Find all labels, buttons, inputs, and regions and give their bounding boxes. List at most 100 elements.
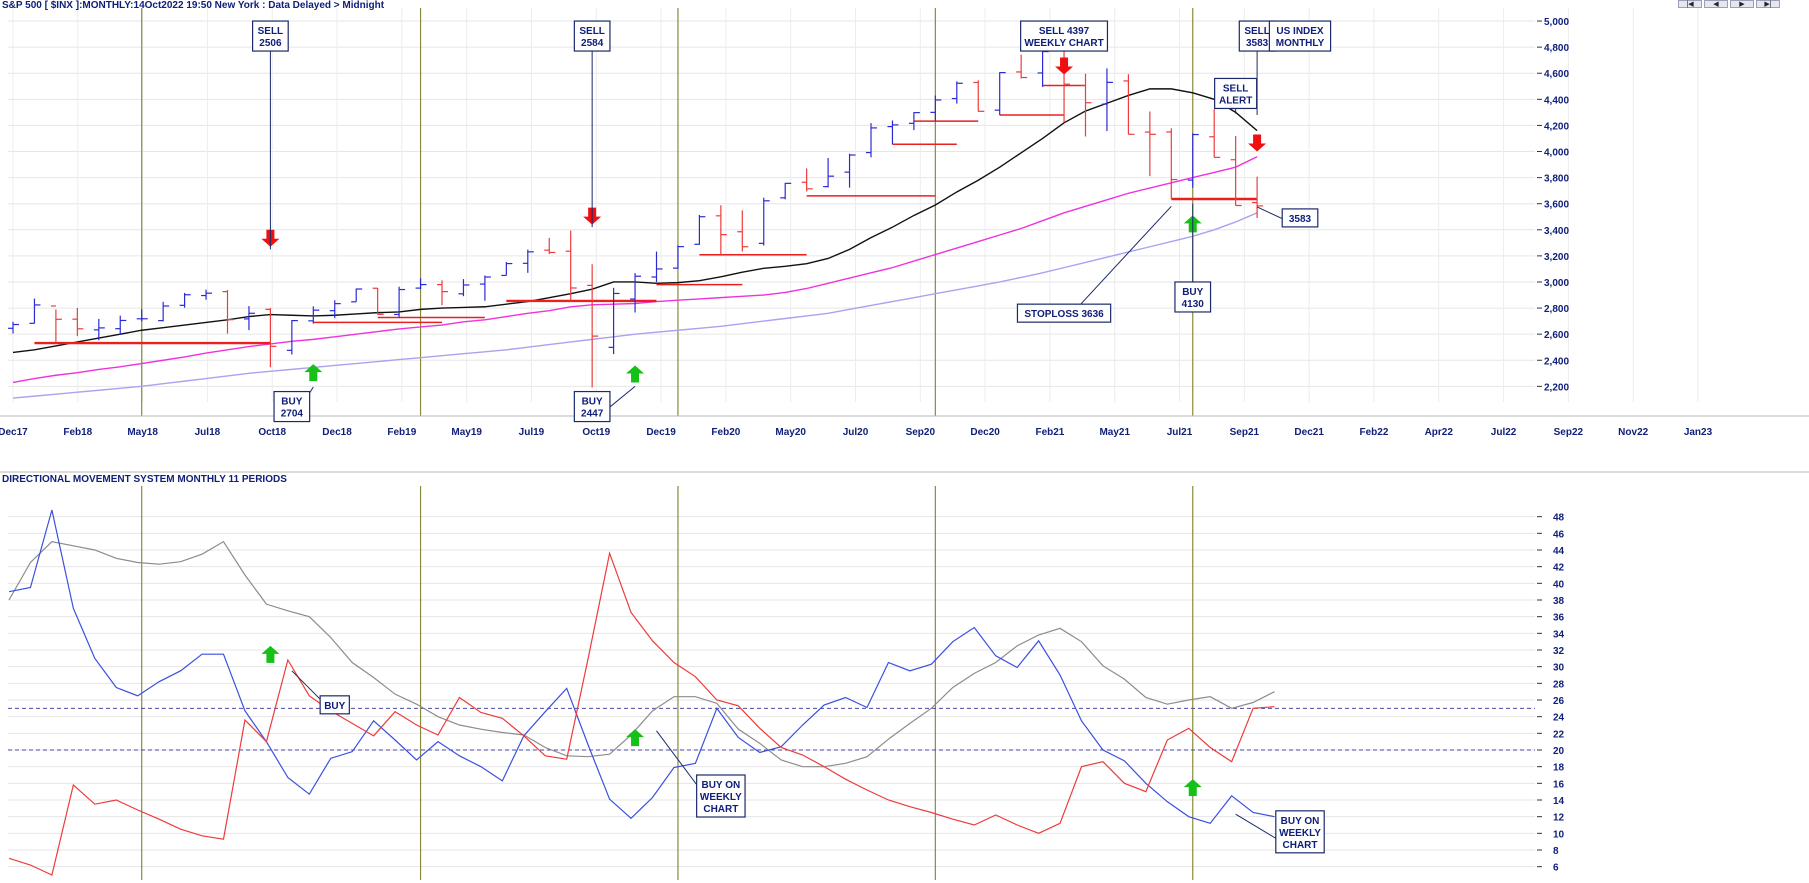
annotation-box-text: SELL [1223,83,1249,94]
annotation-box-text: CHART [1283,840,1318,851]
price-y-tick-label: 2,600 [1544,330,1569,341]
annotation-box-text: BUY ON [701,780,740,791]
price-x-tick-label: Sep21 [1230,427,1260,438]
ohlc-bar [29,298,41,324]
annotation-box-text: WEEKLY CHART [1024,38,1103,49]
annotation-box-frame [1020,20,1109,52]
annotation-box: 3583 [1256,206,1319,228]
ohlc-bar [1166,128,1178,199]
annotation-box-text: 3583 [1289,214,1312,225]
annotation-box-text: 4130 [1182,299,1205,310]
annotation-box-text: 2506 [259,38,282,49]
price-y-tick-label: 4,400 [1544,95,1569,106]
ohlc-bar [243,306,255,331]
ohlc-bar [286,319,298,355]
annotation-box-text: WEEKLY [1279,828,1321,839]
ohlc-bar [565,230,577,301]
dmi-y-tick-label: 14 [1553,796,1565,807]
price-x-tick-label: Jan23 [1684,427,1713,438]
nav-first-button[interactable]: |◀ [1678,0,1702,8]
dmi-series-red [8,551,1275,876]
price-x-tick-label: Jul20 [843,427,869,438]
price-x-tick-label: Dec17 [0,427,28,438]
nav-last-button[interactable]: ▶| [1756,0,1780,8]
chart-title: S&P 500 [ $INX ]:MONTHLY:14Oct2022 19:50… [2,0,385,11]
price-x-tick-label: Feb22 [1360,427,1389,438]
price-x-tick-label: Feb19 [387,427,416,438]
annotation-box-text: 2584 [581,38,604,49]
annotation-box-frame [1281,208,1319,228]
dmi-y-tick-label: 28 [1553,679,1565,690]
annotation-box: BUY [291,670,350,715]
price-y-tick-label: 3,600 [1544,200,1569,211]
ohlc-bar [930,95,942,122]
price-x-tick-label: Feb20 [711,427,740,438]
annotation-box-text: CHART [703,804,738,815]
annotation-box-frame [1174,281,1212,313]
price-y-tick-label: 3,800 [1544,174,1569,185]
dmi-y-tick-label: 38 [1553,596,1565,607]
annotation-box-text: 2704 [281,409,304,420]
price-x-tick-label: Jul18 [195,427,221,438]
annotation-box-frame [319,695,350,715]
ohlc-bar [608,287,620,355]
ohlc-bar [1037,46,1049,87]
sell-arrow-icon [1055,57,1074,75]
ohlc-bar [201,289,213,300]
dmi-y-tick-label: 12 [1553,813,1565,824]
annotation-box-text: BUY [582,397,603,408]
annotation-box-text: BUY ON [1281,816,1320,827]
ohlc-bar [394,286,406,318]
nav-prev-button[interactable]: ◀ [1704,0,1728,8]
ohlc-bar [715,205,727,255]
price-x-tick-label: Oct19 [582,427,610,438]
price-x-tick-label: Nov22 [1618,427,1648,438]
dmi-y-tick-label: 34 [1553,629,1565,640]
ohlc-bar [351,288,363,303]
ohlc-bar [844,153,856,188]
ohlc-bar [1059,44,1071,123]
price-x-tick-label: Dec19 [646,427,676,438]
dmi-y-tick-label: 36 [1553,613,1565,624]
ohlc-bar [501,261,513,277]
ohlc-bar [93,318,105,341]
nav-next-button[interactable]: ▶ [1730,0,1754,8]
buy-arrow-icon [304,364,323,382]
price-x-tick-label: Dec21 [1294,427,1324,438]
price-x-tick-label: Apr22 [1425,427,1454,438]
price-x-tick-label: May19 [451,427,482,438]
ohlc-bar [587,264,599,388]
annotation-box-text: BUY [324,701,345,712]
price-x-tick-label: Oct18 [258,427,286,438]
price-y-tick-label: 2,800 [1544,304,1569,315]
ohlc-bar [437,280,448,306]
dmi-series-grey [8,540,1275,768]
ohlc-bar [1187,133,1199,188]
annotation-box-text: SELL 4397 [1039,26,1090,37]
annotation-leader-line [1063,205,1172,323]
price-x-tick-label: Jul19 [519,427,545,438]
annotation-box-frame [273,390,311,423]
annotation-box-frame [1016,303,1112,323]
annotation-box-text: 3583 [1246,38,1269,49]
ohlc-bar [630,273,642,313]
sell-arrow-icon [1248,134,1267,152]
ohlc-bar [1101,68,1113,132]
price-y-tick-label: 4,800 [1544,43,1569,54]
dmi-y-tick-label: 26 [1553,696,1565,707]
moving-average-lavender [12,212,1258,399]
dmi-y-tick-label: 46 [1553,529,1565,540]
annotation-box-frame [696,774,746,818]
ohlc-bar [479,275,491,301]
ohlc-bar [1144,111,1156,177]
price-x-tick-label: Feb21 [1035,427,1064,438]
price-x-tick-label: Sep22 [1554,427,1584,438]
annotation-box-text: MONTHLY [1276,38,1325,49]
ohlc-bar [908,112,920,131]
annotation-box-frame [1275,810,1325,854]
